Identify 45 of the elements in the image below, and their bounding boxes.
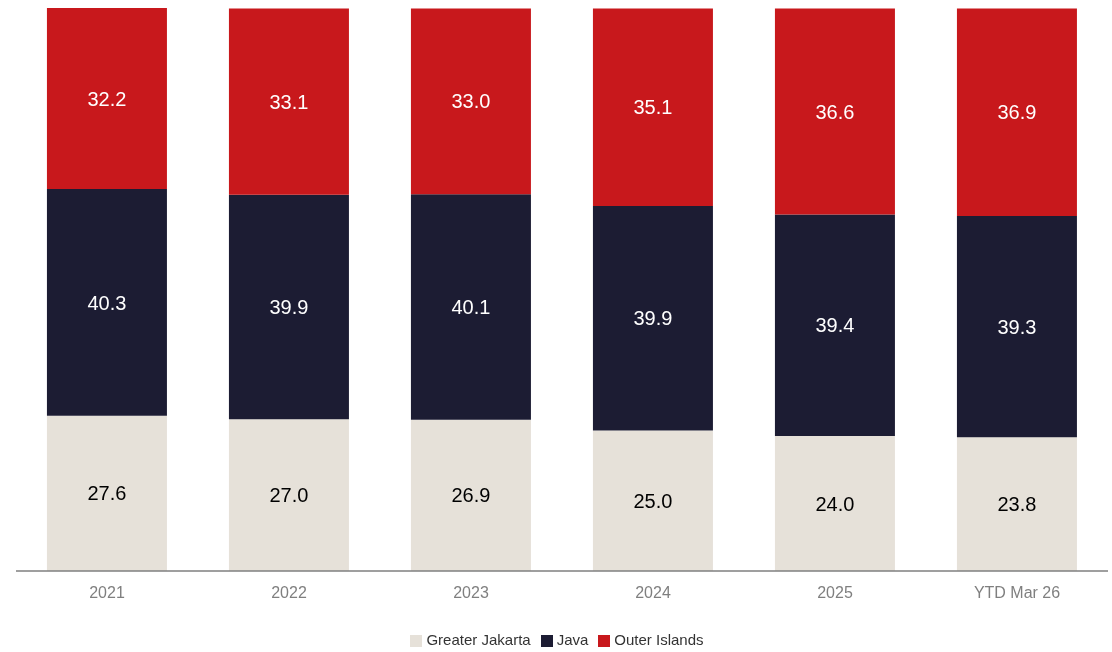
bar: [228, 194, 349, 420]
data-label: 27.0: [269, 484, 309, 507]
x-tick-label: 2021: [89, 584, 125, 602]
x-tick-label: 2025: [817, 584, 853, 602]
bar: [228, 8, 349, 195]
x-tick-label: 2022: [271, 584, 307, 602]
data-label: 36.9: [997, 101, 1037, 124]
data-label: 25.0: [633, 489, 673, 512]
data-label: 24.0: [815, 492, 855, 515]
legend-label: Java: [556, 631, 589, 648]
data-label: 39.9: [269, 296, 309, 319]
bar: [956, 437, 1077, 571]
bar: [592, 8, 713, 206]
data-label: 39.4: [815, 314, 855, 337]
data-label: 27.6: [87, 482, 127, 505]
bar: [46, 189, 167, 416]
data-label: 40.3: [87, 291, 127, 314]
data-label: 35.1: [633, 96, 673, 119]
x-tick-label: YTD Mar 26: [973, 584, 1061, 602]
bar: [46, 415, 167, 571]
data-label: 23.8: [997, 493, 1037, 516]
bar: [410, 419, 531, 571]
bar: [774, 8, 895, 215]
data-label: 26.9: [451, 484, 491, 507]
bar: [410, 194, 531, 420]
data-label: 33.0: [451, 90, 491, 113]
data-label: 36.6: [815, 100, 855, 123]
data-label: 39.9: [633, 307, 673, 330]
data-label: 32.2: [87, 87, 127, 110]
bar: [228, 419, 349, 571]
bar: [956, 8, 1077, 217]
bar: [774, 214, 895, 437]
bar: [774, 436, 895, 571]
legend-label: Greater Jakarta: [426, 631, 531, 648]
data-label: 39.3: [997, 315, 1037, 338]
bar: [592, 205, 713, 431]
x-tick-label: 2024: [635, 584, 671, 602]
bar: [592, 430, 713, 571]
bar: [956, 216, 1077, 438]
bar: [410, 8, 531, 195]
x-tick-label: 2023: [453, 584, 489, 602]
bar: [46, 8, 167, 190]
data-label: 33.1: [269, 90, 309, 113]
data-label: 40.1: [451, 296, 491, 319]
legend-label: Outer Islands: [614, 631, 704, 648]
